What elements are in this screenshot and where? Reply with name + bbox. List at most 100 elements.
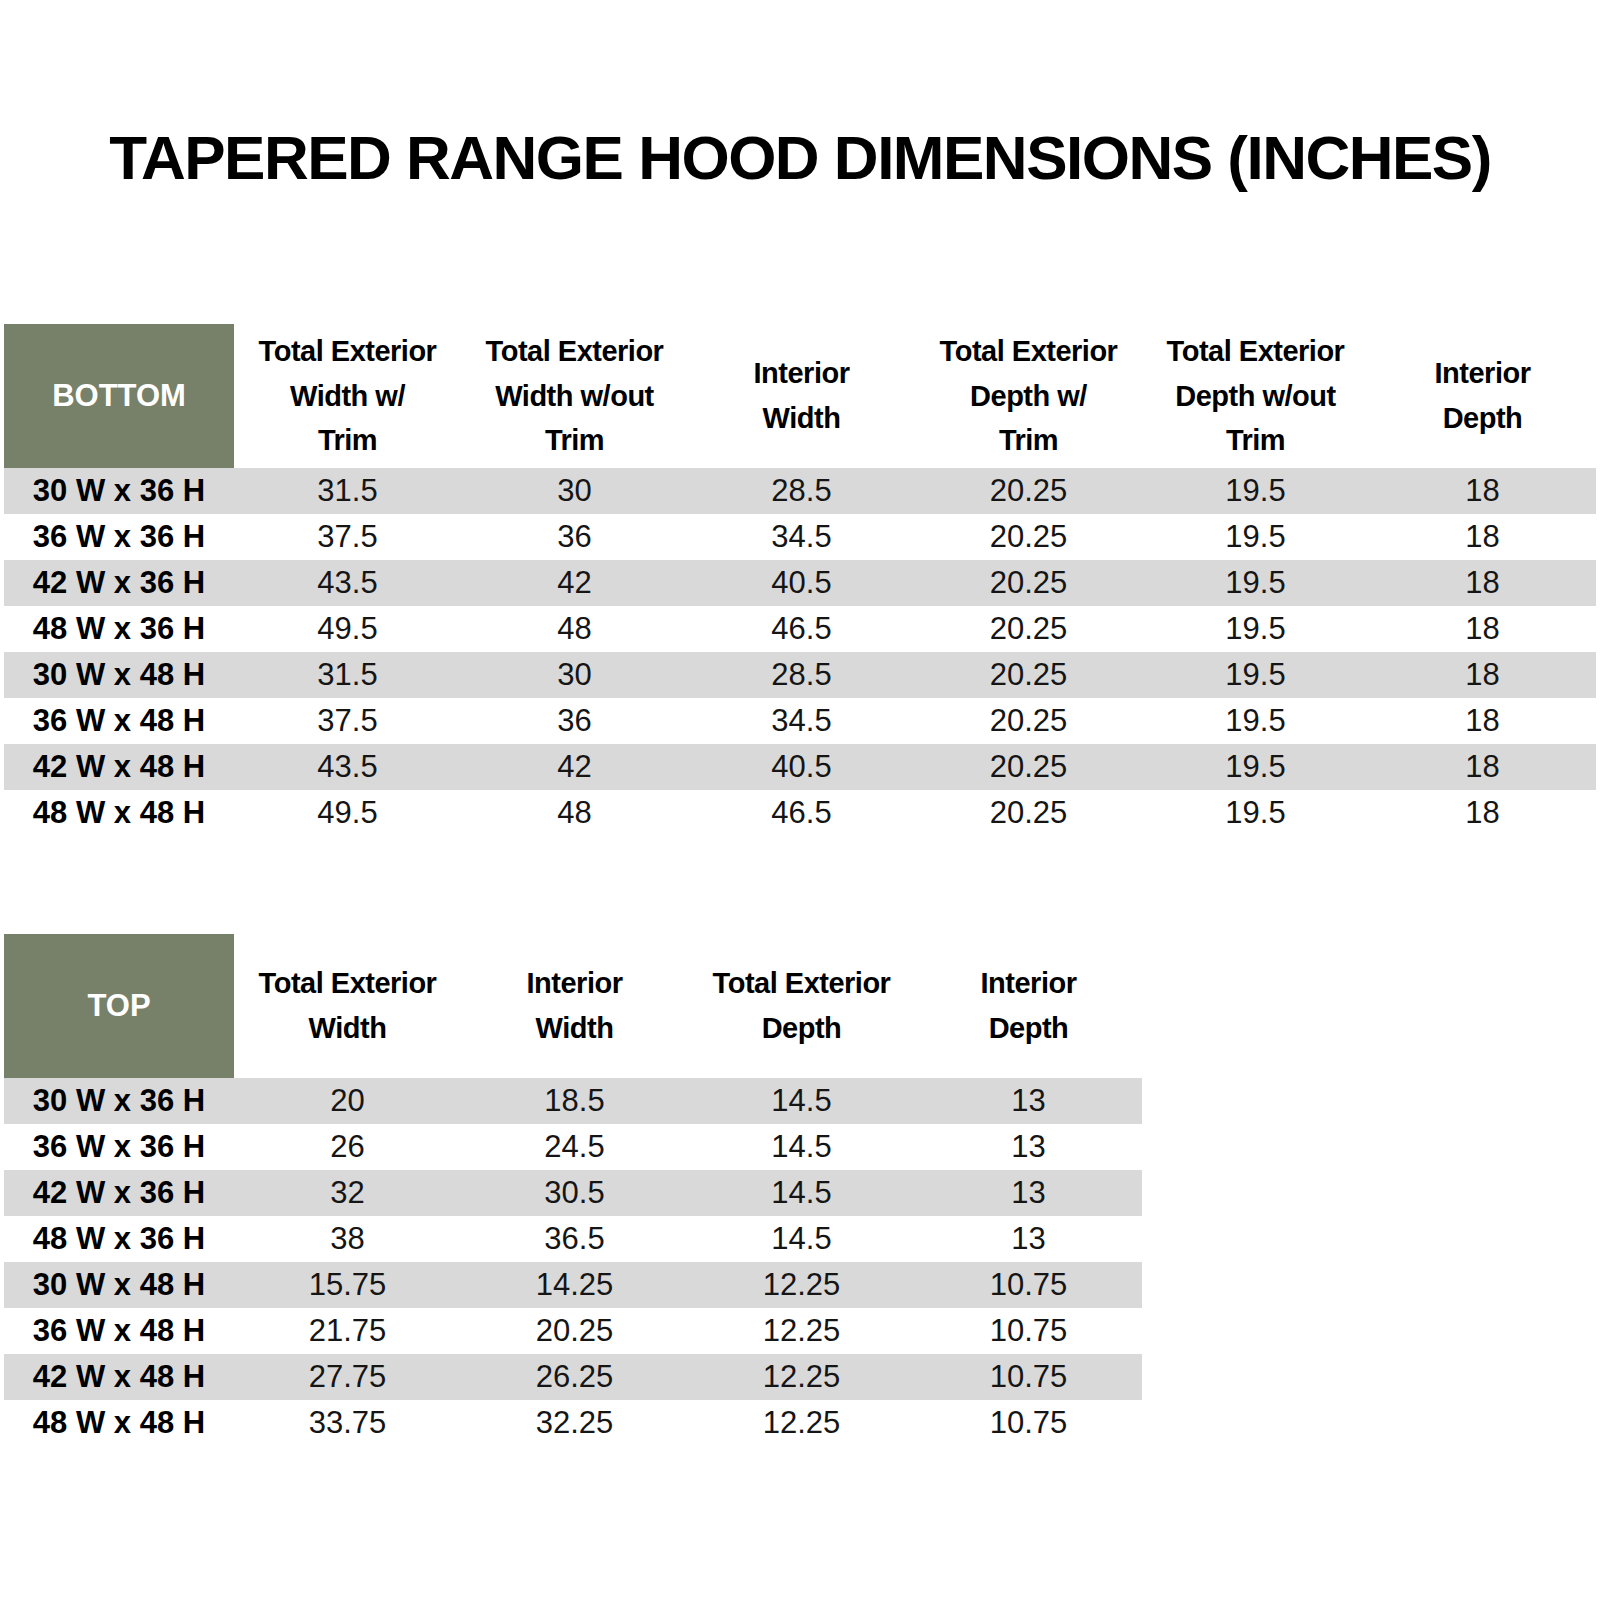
dimension-value-cell: 38 bbox=[234, 1216, 461, 1262]
dimension-value-cell: 18.5 bbox=[461, 1078, 688, 1124]
bottom-corner-label: BOTTOM bbox=[4, 324, 234, 468]
dimension-value-cell: 12.25 bbox=[688, 1262, 915, 1308]
dimension-value-cell: 19.5 bbox=[1142, 468, 1369, 514]
row-label: 48 W x 36 H bbox=[4, 1216, 234, 1262]
row-label: 48 W x 48 H bbox=[4, 1400, 234, 1446]
row-label: 30 W x 48 H bbox=[4, 652, 234, 698]
dimension-value-cell: 10.75 bbox=[915, 1354, 1142, 1400]
row-label: 30 W x 36 H bbox=[4, 468, 234, 514]
dimension-value-cell: 42 bbox=[461, 560, 688, 606]
dimension-value-cell: 30 bbox=[461, 468, 688, 514]
dimension-value-cell: 27.75 bbox=[234, 1354, 461, 1400]
table-row: 36 W x 36 H2624.514.513 bbox=[4, 1124, 1142, 1170]
dimension-value-cell: 12.25 bbox=[688, 1354, 915, 1400]
table-row: 48 W x 48 H49.54846.520.2519.518 bbox=[4, 790, 1596, 836]
dimension-value-cell: 18 bbox=[1369, 652, 1596, 698]
dimension-value-cell: 18 bbox=[1369, 744, 1596, 790]
table-row: 30 W x 48 H31.53028.520.2519.518 bbox=[4, 652, 1596, 698]
dimension-value-cell: 20.25 bbox=[915, 698, 1142, 744]
dimension-value-cell: 18 bbox=[1369, 606, 1596, 652]
dimension-value-cell: 46.5 bbox=[688, 606, 915, 652]
dimension-value-cell: 13 bbox=[915, 1170, 1142, 1216]
dimension-value-cell: 26 bbox=[234, 1124, 461, 1170]
row-label: 48 W x 36 H bbox=[4, 606, 234, 652]
dimension-value-cell: 34.5 bbox=[688, 514, 915, 560]
dimension-value-cell: 19.5 bbox=[1142, 606, 1369, 652]
dimension-value-cell: 49.5 bbox=[234, 606, 461, 652]
dimension-value-cell: 19.5 bbox=[1142, 698, 1369, 744]
dimension-value-cell: 10.75 bbox=[915, 1262, 1142, 1308]
dimension-value-cell: 19.5 bbox=[1142, 514, 1369, 560]
dimension-value-cell: 28.5 bbox=[688, 468, 915, 514]
dimension-value-cell: 36 bbox=[461, 698, 688, 744]
dimension-value-cell: 37.5 bbox=[234, 514, 461, 560]
row-label: 36 W x 48 H bbox=[4, 1308, 234, 1354]
dimension-value-cell: 28.5 bbox=[688, 652, 915, 698]
row-label: 36 W x 48 H bbox=[4, 698, 234, 744]
column-header-interior-depth: Interior Depth bbox=[1369, 324, 1596, 468]
column-header-total-exterior-width: Total Exterior Width bbox=[234, 934, 461, 1078]
dimension-value-cell: 15.75 bbox=[234, 1262, 461, 1308]
row-label: 30 W x 36 H bbox=[4, 1078, 234, 1124]
table-row: 30 W x 36 H2018.514.513 bbox=[4, 1078, 1142, 1124]
dimension-value-cell: 18 bbox=[1369, 468, 1596, 514]
dimension-value-cell: 40.5 bbox=[688, 744, 915, 790]
dimension-value-cell: 20.25 bbox=[915, 790, 1142, 836]
dimension-value-cell: 31.5 bbox=[234, 652, 461, 698]
column-header-total-exterior-width-w-trim: Total Exterior Width w/ Trim bbox=[234, 324, 461, 468]
table-row: 42 W x 36 H3230.514.513 bbox=[4, 1170, 1142, 1216]
column-header-interior-depth: Interior Depth bbox=[915, 934, 1142, 1078]
dimension-value-cell: 33.75 bbox=[234, 1400, 461, 1446]
top-table-body: 30 W x 36 H2018.514.51336 W x 36 H2624.5… bbox=[4, 1078, 1142, 1446]
dimension-value-cell: 49.5 bbox=[234, 790, 461, 836]
dimension-value-cell: 26.25 bbox=[461, 1354, 688, 1400]
dimension-value-cell: 19.5 bbox=[1142, 652, 1369, 698]
dimension-value-cell: 12.25 bbox=[688, 1308, 915, 1354]
dimension-value-cell: 20.25 bbox=[915, 560, 1142, 606]
bottom-dimensions-table: BOTTOM Total Exterior Width w/ Trim Tota… bbox=[4, 324, 1596, 836]
dimension-value-cell: 37.5 bbox=[234, 698, 461, 744]
dimension-value-cell: 40.5 bbox=[688, 560, 915, 606]
dimension-value-cell: 18 bbox=[1369, 698, 1596, 744]
table-row: 30 W x 48 H15.7514.2512.2510.75 bbox=[4, 1262, 1142, 1308]
row-label: 42 W x 48 H bbox=[4, 744, 234, 790]
page-title: TAPERED RANGE HOOD DIMENSIONS (INCHES) bbox=[0, 122, 1600, 193]
table-row: 48 W x 36 H49.54846.520.2519.518 bbox=[4, 606, 1596, 652]
dimension-value-cell: 19.5 bbox=[1142, 744, 1369, 790]
table-row: 48 W x 36 H3836.514.513 bbox=[4, 1216, 1142, 1262]
dimension-value-cell: 48 bbox=[461, 790, 688, 836]
dimension-value-cell: 18 bbox=[1369, 790, 1596, 836]
dimension-value-cell: 13 bbox=[915, 1124, 1142, 1170]
dimension-value-cell: 20.25 bbox=[461, 1308, 688, 1354]
dimension-value-cell: 30 bbox=[461, 652, 688, 698]
dimension-value-cell: 10.75 bbox=[915, 1400, 1142, 1446]
top-header-row: TOP Total Exterior Width Interior Width … bbox=[4, 934, 1142, 1078]
dimension-value-cell: 48 bbox=[461, 606, 688, 652]
dimension-value-cell: 36.5 bbox=[461, 1216, 688, 1262]
row-label: 36 W x 36 H bbox=[4, 1124, 234, 1170]
dimension-value-cell: 14.25 bbox=[461, 1262, 688, 1308]
dimension-value-cell: 13 bbox=[915, 1078, 1142, 1124]
column-header-total-exterior-depth: Total Exterior Depth bbox=[688, 934, 915, 1078]
row-label: 36 W x 36 H bbox=[4, 514, 234, 560]
dimension-value-cell: 19.5 bbox=[1142, 790, 1369, 836]
dimension-value-cell: 20.25 bbox=[915, 606, 1142, 652]
dimension-value-cell: 20.25 bbox=[915, 468, 1142, 514]
dimension-value-cell: 31.5 bbox=[234, 468, 461, 514]
bottom-table-body: 30 W x 36 H31.53028.520.2519.51836 W x 3… bbox=[4, 468, 1596, 836]
dimension-value-cell: 46.5 bbox=[688, 790, 915, 836]
table-row: 42 W x 48 H43.54240.520.2519.518 bbox=[4, 744, 1596, 790]
dimension-value-cell: 14.5 bbox=[688, 1124, 915, 1170]
dimension-value-cell: 13 bbox=[915, 1216, 1142, 1262]
row-label: 42 W x 48 H bbox=[4, 1354, 234, 1400]
dimension-value-cell: 30.5 bbox=[461, 1170, 688, 1216]
table-row: 36 W x 36 H37.53634.520.2519.518 bbox=[4, 514, 1596, 560]
table-row: 36 W x 48 H37.53634.520.2519.518 bbox=[4, 698, 1596, 744]
column-header-total-exterior-depth-wout-trim: Total Exterior Depth w/out Trim bbox=[1142, 324, 1369, 468]
dimension-value-cell: 18 bbox=[1369, 514, 1596, 560]
dimension-value-cell: 12.25 bbox=[688, 1400, 915, 1446]
dimension-value-cell: 34.5 bbox=[688, 698, 915, 744]
dimension-value-cell: 14.5 bbox=[688, 1216, 915, 1262]
dimension-value-cell: 43.5 bbox=[234, 744, 461, 790]
top-dimensions-table: TOP Total Exterior Width Interior Width … bbox=[4, 934, 1142, 1446]
